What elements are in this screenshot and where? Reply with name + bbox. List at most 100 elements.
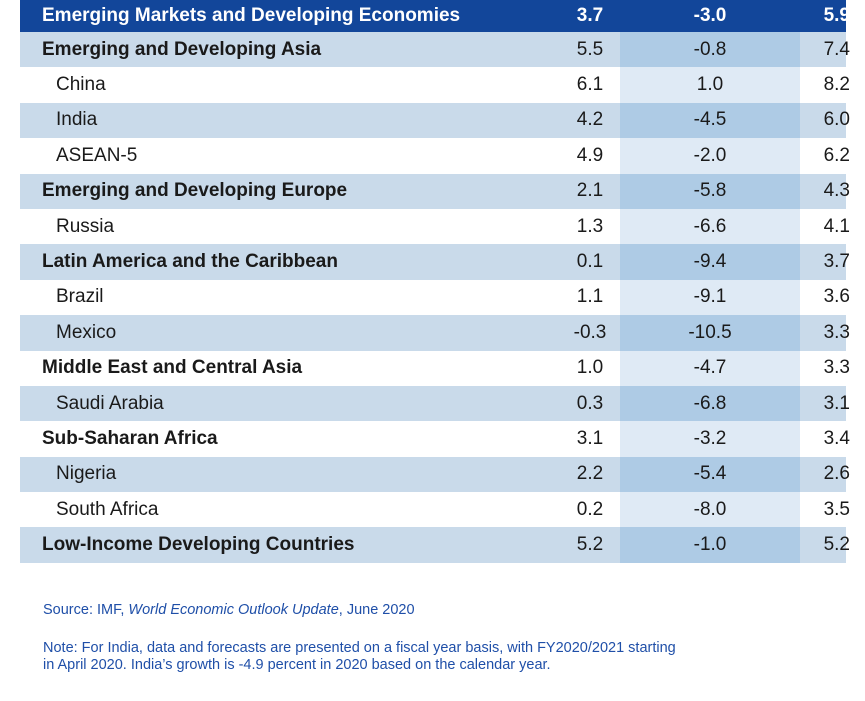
value-2021: 8.2 [823,74,850,96]
column-shade [620,67,800,103]
value-2021: 6.0 [823,109,850,131]
value-2021: 7.4 [823,38,850,60]
table-row: Russia 1.3 -6.6 4.1 [20,208,850,245]
row-label: Russia [56,215,115,237]
column-shade [620,456,800,493]
value-2020: -9.4 [693,251,727,273]
value-2020: -3.0 [693,5,727,26]
source-suffix: , June 2020 [338,602,415,618]
value-2021: 3.6 [823,286,850,308]
value-2019: 1.0 [576,357,604,379]
value-2020: -6.6 [693,215,727,237]
column-shade [620,173,800,209]
value-2020: -5.8 [693,180,727,202]
table-row: Emerging and Developing Asia 5.5 -0.8 7.… [20,32,850,68]
source-prefix: Source: IMF, [43,602,129,618]
value-2019: 5.5 [576,38,604,60]
table-row: Mexico -0.3 -10.5 3.3 [20,315,850,351]
table-row: Low-Income Developing Countries 5.2 -1.0… [20,527,850,563]
row-label: ASEAN-5 [56,144,138,166]
column-shade [620,492,800,528]
value-2020: 1.0 [696,74,724,96]
table-row: Nigeria 2.2 -5.4 2.6 [20,456,850,493]
column-shade [620,138,800,174]
row-label: Nigeria [56,463,117,485]
row-label: Latin America and the Caribbean [42,251,338,273]
table-row: Saudi Arabia 0.3 -6.8 3.1 [20,385,850,422]
table-row: Middle East and Central Asia 1.0 -4.7 3.… [20,350,850,386]
table-row: Sub-Saharan Africa 3.1 -3.2 3.4 [20,421,850,457]
row-label: Saudi Arabia [56,392,164,414]
row-label: Brazil [56,286,104,308]
table-row: Brazil 1.1 -9.1 3.6 [20,279,850,316]
value-2020: -1.0 [693,534,727,556]
table-row: Emerging and Developing Europe 2.1 -5.8 … [20,173,850,209]
value-2020: -5.4 [693,463,727,485]
column-shade [620,385,800,422]
column-shade [620,350,800,386]
value-2021: 3.5 [823,498,850,520]
value-2019: 4.9 [576,144,604,166]
value-2020: -4.7 [693,357,727,379]
column-shade [620,244,800,280]
footnote-line-2: in April 2020. India’s growth is -4.9 pe… [43,657,551,673]
value-2019: 0.3 [576,392,604,414]
table-row: South Africa 0.2 -8.0 3.5 [20,492,850,528]
value-2019: -0.3 [573,321,607,343]
value-2021: 3.7 [823,251,850,273]
value-2020: -10.5 [688,321,732,343]
footnote: Note: For India, data and forecasts are … [43,640,763,674]
value-2019: 1.3 [576,215,604,237]
table-header-row: Emerging Markets and Developing Economie… [20,0,850,32]
value-2020: -0.8 [693,38,727,60]
value-2021: 3.3 [823,321,850,343]
source-note: Source: IMF, World Economic Outlook Upda… [43,602,415,619]
column-shade [620,315,800,351]
value-2019: 4.2 [576,109,604,131]
row-label: South Africa [56,498,159,520]
value-2019: 2.2 [576,463,604,485]
value-2020: -4.5 [693,109,727,131]
column-shade [620,102,800,139]
value-2021: 3.1 [823,392,850,414]
row-label: Middle East and Central Asia [42,357,303,379]
table-row: Latin America and the Caribbean 0.1 -9.4… [20,244,850,280]
value-2019: 3.1 [576,427,604,449]
value-2019: 0.1 [576,251,604,273]
value-2019: 3.7 [576,5,604,26]
row-label: Emerging Markets and Developing Economie… [42,5,461,26]
row-label: Low-Income Developing Countries [42,534,355,556]
value-2020: -2.0 [693,144,727,166]
column-shade [620,208,800,245]
row-label: Emerging and Developing Asia [42,38,322,60]
value-2020: -8.0 [693,498,727,520]
value-2019: 1.1 [576,286,604,308]
value-2020: -6.8 [693,392,727,414]
column-shade [620,421,800,457]
value-2021: 2.6 [823,463,850,485]
value-2020: -3.2 [693,427,727,449]
row-label: Emerging and Developing Europe [42,180,348,202]
footnote-line-1: Note: For India, data and forecasts are … [43,640,676,656]
value-2021: 5.2 [823,534,850,556]
value-2019: 6.1 [576,74,604,96]
value-2021: 4.3 [823,180,850,202]
column-shade [620,527,800,563]
value-2019: 5.2 [576,534,604,556]
value-2019: 0.2 [576,498,604,520]
value-2021: 3.3 [823,357,850,379]
value-2021: 4.1 [823,215,850,237]
column-shade [620,32,800,68]
value-2021: 3.4 [823,427,850,449]
source-title: World Economic Outlook Update [128,602,339,618]
value-2021: 6.2 [823,144,850,166]
value-2019: 2.1 [576,180,604,202]
value-2020: -9.1 [693,286,727,308]
growth-table: Emerging Markets and Developing Economie… [20,0,850,563]
row-label: Mexico [56,321,117,343]
row-label: India [56,109,98,131]
table-row: ASEAN-5 4.9 -2.0 6.2 [20,138,850,174]
value-2021: 5.9 [823,5,850,26]
column-shade [620,279,800,316]
row-label: Sub-Saharan Africa [42,427,218,449]
